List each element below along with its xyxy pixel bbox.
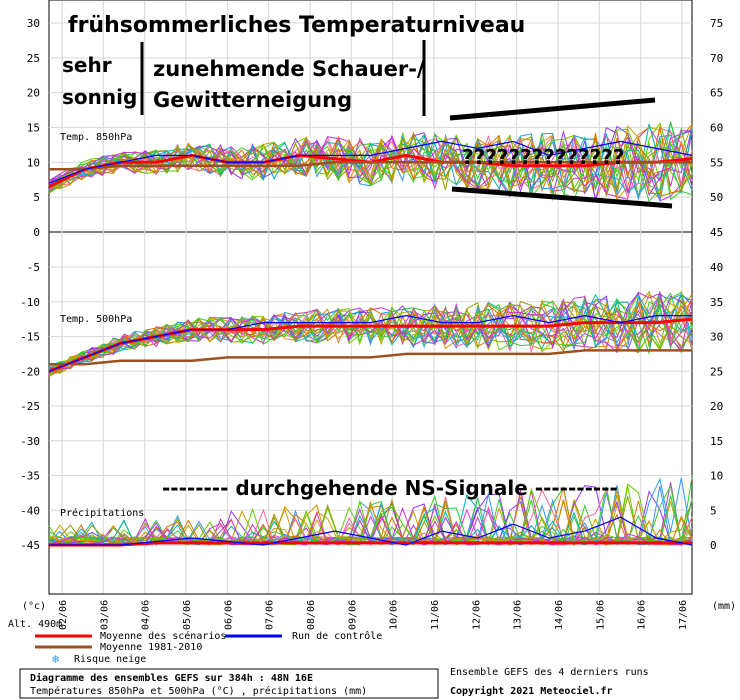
y-tick-label-left: 0 [33, 226, 40, 239]
y-tick-label-left: -35 [20, 470, 40, 483]
y-tick-label-right-bottom: 15 [710, 435, 723, 448]
y-tick-label-right-top: 60 [710, 122, 723, 135]
ensemble-line-t850 [48, 126, 693, 203]
y-tick-label-left: -45 [20, 539, 40, 552]
y-tick-label-left: -40 [20, 504, 40, 517]
x-tick-label: 09/06 [347, 600, 358, 630]
legend-climate-label: Moyenne 1981-2010 [100, 642, 202, 653]
annotation-sonnig: sonnig [62, 85, 137, 109]
y-tick-label-right-top: 45 [710, 226, 723, 239]
series-2-precip-line [49, 516, 693, 546]
x-tick-label: 06/06 [223, 600, 234, 630]
y-tick-label-right-bottom: 10 [710, 470, 723, 483]
t850-panel-label: Temp. 850hPa [60, 132, 132, 143]
x-tick-label: 15/06 [595, 600, 606, 630]
mean-lines [48, 140, 693, 547]
tick-labels: 02/06 03/06 04/06 05/06 06/06 07/06 08/06 09/06… [20, 17, 723, 630]
x-tick-label: 16/06 [637, 600, 648, 630]
x-tick-label: 10/06 [389, 600, 400, 630]
y-tick-label-left: -30 [20, 435, 40, 448]
x-tick-label: 11/06 [430, 600, 441, 630]
y-tick-label-left: 20 [27, 87, 40, 100]
y-tick-label-right-bottom: 0 [710, 539, 717, 552]
info-box [19, 668, 439, 699]
series-2-t500-line [48, 314, 692, 372]
x-tick-label: 02/06 [58, 600, 69, 630]
annotation-sehr: sehr [62, 53, 112, 77]
y-tick-label-left: -15 [20, 331, 40, 344]
y-tick-label-left: 30 [27, 17, 40, 30]
annotation-question-marks: ?????????????? [462, 145, 624, 169]
lower-panel-frame [48, 231, 693, 595]
ensemble-line-t850 [48, 128, 693, 190]
t500-panel-label: Temp. 500hPa [60, 314, 132, 325]
y-tick-label-left: 15 [27, 122, 40, 135]
x-tick-label: 04/06 [141, 600, 152, 630]
right-unit-label: (mm) [712, 601, 736, 612]
info-right-line1: Ensemble GEFS des 4 derniers runs [450, 667, 649, 678]
x-tick-label: 13/06 [513, 600, 524, 630]
ensemble-line-precip [48, 504, 693, 546]
y-tick-label-right-bottom: 35 [710, 296, 723, 309]
y-tick-label-left: -10 [20, 296, 40, 309]
y-tick-label-right-top: 75 [710, 17, 723, 30]
series-1-t500-line [49, 349, 692, 366]
info-title-line1: Diagramme des ensembles GEFS sur 384h : … [30, 672, 313, 684]
y-tick-label-right-bottom: 30 [710, 331, 723, 344]
y-tick-label-left: 5 [33, 191, 40, 204]
ensemble-line-t850 [48, 129, 693, 191]
y-tick-label-right-top: 65 [710, 87, 723, 100]
series-1-t850-line [49, 161, 692, 171]
ensemble-line-t850 [48, 125, 693, 196]
precip-panel-label: Précipitations [60, 507, 144, 519]
annotation-ns-signale: -------- durchgehende NS-Signale -------… [162, 476, 618, 500]
y-tick-label-left: -25 [20, 400, 40, 413]
legend-control-label: Run de contrôle [292, 630, 382, 642]
y-tick-label-left: 25 [27, 52, 40, 65]
ensemble-line-t850 [48, 125, 693, 202]
altitude-label: Alt. 490m [8, 619, 62, 630]
annotation-schauer-line1: zunehmende Schauer-/ [153, 57, 425, 81]
info-right-line2: Copyright 2021 Meteociel.fr [450, 685, 613, 697]
ensemble-line-t500 [48, 291, 693, 370]
y-tick-label-right-top: 55 [710, 156, 723, 169]
legend-mean-label: Moyenne des scénarios [100, 630, 226, 642]
x-tick-label: 05/06 [182, 600, 193, 630]
snowflake-icon: ❄ [52, 652, 59, 666]
x-tick-label: 08/06 [306, 600, 317, 630]
x-tick-label: 17/06 [678, 600, 689, 630]
annotation-spread-lower [451, 186, 673, 209]
left-unit-label: (°c) [22, 601, 46, 612]
annotation-spread-upper [449, 97, 656, 121]
y-tick-label-left: 10 [27, 156, 40, 169]
y-tick-label-left: -5 [27, 261, 40, 274]
annotation-headline: frühsommerliches Temperaturniveau [68, 13, 525, 38]
x-tick-label: 03/06 [99, 600, 110, 630]
series-0-precip-line [49, 541, 692, 547]
y-tick-label-right-top: 50 [710, 191, 723, 204]
y-tick-label-left: -20 [20, 365, 40, 378]
y-tick-label-right-bottom: 5 [710, 504, 717, 517]
annotation-schauer-line2: Gewitterneigung [153, 88, 352, 112]
series-2-t850-line [48, 140, 693, 184]
legend-snow-label: Risque neige [74, 654, 146, 665]
x-tick-label: 14/06 [554, 600, 565, 630]
x-tick-label: 12/06 [471, 600, 482, 630]
ensemble-line-t850 [48, 130, 693, 195]
y-tick-label-right-bottom: 20 [710, 400, 723, 413]
y-tick-label-right-top: 70 [710, 52, 723, 65]
x-tick-label: 07/06 [265, 600, 276, 630]
y-tick-label-right-bottom: 25 [710, 365, 723, 378]
info-title-line2: Températures 850hPa et 500hPa (°C) , pré… [30, 685, 367, 697]
y-tick-label-right-bottom: 40 [710, 261, 723, 274]
